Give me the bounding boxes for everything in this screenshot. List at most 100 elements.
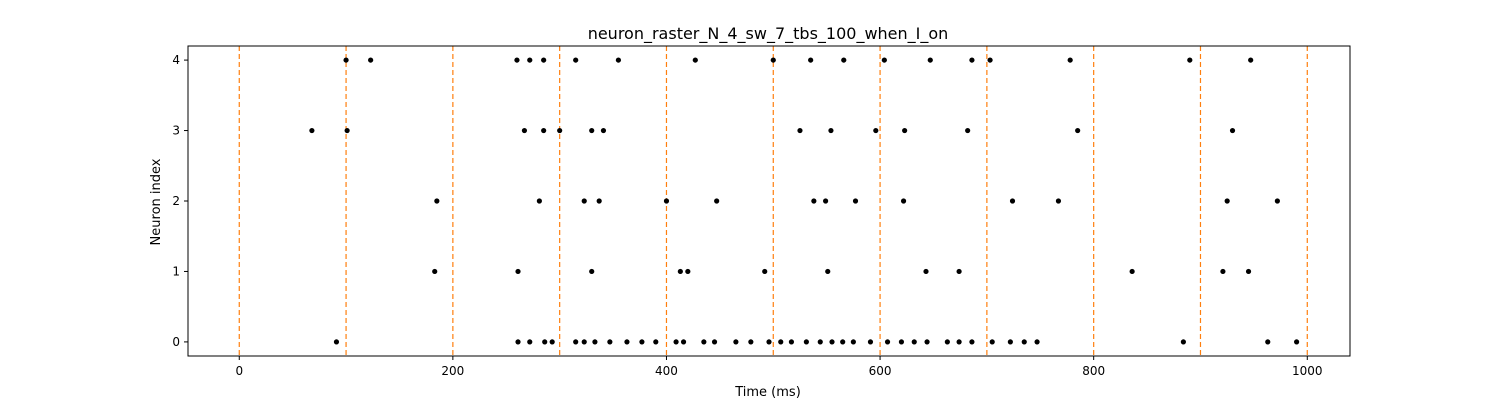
spike-point bbox=[521, 127, 528, 134]
spike-point bbox=[589, 127, 595, 134]
spike-point bbox=[542, 339, 548, 345]
spike-point bbox=[969, 57, 975, 63]
spike-point bbox=[1229, 127, 1236, 134]
spike-point bbox=[581, 339, 587, 345]
spike-point bbox=[829, 339, 835, 345]
spike-point bbox=[624, 339, 630, 345]
spike-point bbox=[969, 339, 975, 345]
spike-point bbox=[333, 339, 340, 345]
spike-point bbox=[549, 339, 555, 345]
spike-point bbox=[1009, 198, 1016, 204]
y-tick-label: 4 bbox=[172, 53, 180, 67]
spike-point bbox=[852, 198, 859, 204]
spike-point bbox=[797, 127, 803, 134]
spike-point bbox=[1187, 57, 1193, 63]
spike-point bbox=[803, 339, 809, 345]
spike-point bbox=[1021, 339, 1027, 345]
spike-point bbox=[1245, 268, 1252, 275]
spike-point bbox=[850, 339, 856, 345]
spike-point bbox=[692, 57, 698, 63]
x-tick-label: 0 bbox=[235, 364, 243, 378]
plot-frame bbox=[187, 45, 1351, 357]
spike-point bbox=[808, 57, 814, 63]
spike-point bbox=[825, 268, 831, 275]
spike-point bbox=[515, 339, 521, 345]
spike-point bbox=[639, 339, 645, 345]
spike-point bbox=[1265, 339, 1271, 345]
spike-point bbox=[711, 339, 718, 345]
spike-point bbox=[1180, 339, 1186, 345]
y-tick-label: 2 bbox=[172, 194, 180, 208]
spike-point bbox=[527, 339, 533, 345]
spike-point bbox=[1034, 339, 1040, 345]
spike-point bbox=[898, 339, 905, 345]
spike-point bbox=[881, 57, 887, 63]
spike-point bbox=[600, 127, 607, 134]
spike-point bbox=[701, 339, 707, 345]
spike-point bbox=[1224, 198, 1230, 204]
spike-point bbox=[748, 339, 754, 345]
spike-point bbox=[956, 268, 962, 275]
spike-point bbox=[841, 57, 847, 63]
y-tick-label: 1 bbox=[172, 264, 180, 278]
spike-point bbox=[607, 339, 613, 345]
spike-point bbox=[432, 268, 438, 275]
spike-point bbox=[911, 339, 917, 345]
spike-point bbox=[514, 57, 520, 63]
spike-point bbox=[573, 339, 579, 345]
x-tick-label: 800 bbox=[1082, 364, 1105, 378]
spike-point bbox=[762, 268, 768, 275]
spike-point bbox=[900, 198, 907, 204]
spike-point bbox=[1293, 339, 1300, 345]
spike-point bbox=[1129, 268, 1135, 275]
spike-point bbox=[823, 198, 829, 204]
y-axis-ticks: 0 1 2 3 4 bbox=[172, 53, 188, 349]
spike-point bbox=[965, 127, 971, 134]
spike-point bbox=[1274, 198, 1280, 204]
spike-point bbox=[902, 127, 908, 134]
y-tick-label: 3 bbox=[172, 124, 180, 138]
spike-point bbox=[873, 127, 879, 134]
x-axis-ticks: 0 200 400 600 800 1000 bbox=[235, 356, 1323, 378]
spike-point bbox=[615, 57, 622, 63]
y-axis-label: Neuron index bbox=[149, 158, 164, 245]
spike-points bbox=[309, 57, 1300, 345]
spike-point bbox=[987, 57, 993, 63]
spike-point bbox=[1075, 127, 1081, 134]
spike-point bbox=[596, 198, 602, 204]
spike-point bbox=[527, 57, 533, 63]
spike-point bbox=[557, 127, 563, 134]
spike-point bbox=[944, 339, 950, 345]
spike-point bbox=[927, 57, 933, 63]
spike-point bbox=[924, 339, 930, 345]
spike-point bbox=[840, 339, 846, 345]
spike-point bbox=[811, 198, 817, 204]
spike-point bbox=[1067, 57, 1073, 63]
spike-point bbox=[343, 57, 349, 63]
spike-point bbox=[344, 127, 350, 134]
spike-point bbox=[541, 57, 547, 63]
spike-point bbox=[536, 198, 542, 204]
spike-point bbox=[923, 268, 929, 275]
spike-point bbox=[817, 339, 823, 345]
spike-point bbox=[1220, 268, 1226, 275]
spike-point bbox=[515, 268, 521, 275]
spike-point bbox=[581, 198, 587, 204]
spike-point bbox=[573, 57, 579, 63]
spike-point bbox=[867, 339, 874, 345]
spike-point bbox=[788, 339, 795, 345]
spike-point bbox=[677, 268, 683, 275]
spike-point bbox=[592, 339, 598, 345]
x-tick-label: 1000 bbox=[1292, 364, 1323, 378]
spike-point bbox=[1248, 57, 1254, 63]
spike-point bbox=[663, 198, 670, 204]
vertical-markers bbox=[238, 46, 1308, 356]
spike-point bbox=[1007, 339, 1013, 345]
spike-point bbox=[309, 127, 315, 134]
spike-point bbox=[680, 339, 687, 345]
y-tick-label: 0 bbox=[172, 335, 180, 349]
spike-point bbox=[653, 339, 659, 345]
spike-point bbox=[714, 198, 720, 204]
spike-point bbox=[766, 339, 772, 345]
